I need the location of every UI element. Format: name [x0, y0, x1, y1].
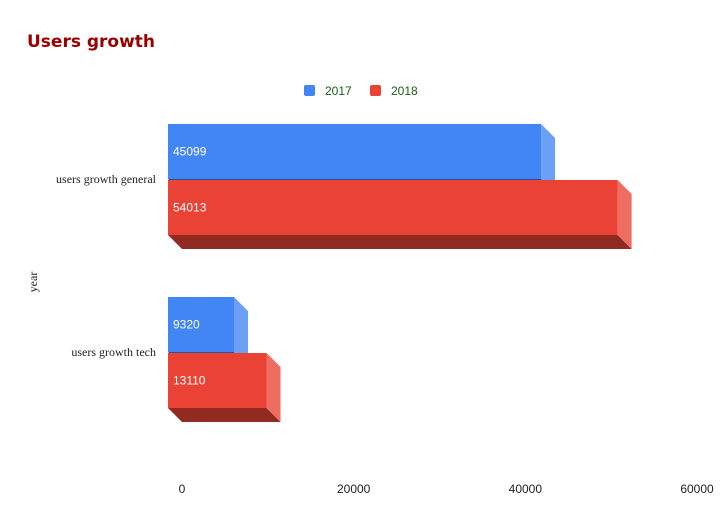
data-label: 45099	[173, 145, 207, 159]
x-tick-label: 40000	[509, 482, 543, 496]
bar-front-face	[168, 297, 234, 352]
legend-swatch-2018	[370, 85, 381, 96]
bar-side-face	[266, 353, 281, 422]
bar-side-face	[541, 124, 556, 193]
bar-front-face	[168, 180, 618, 235]
bar-front-face	[168, 124, 542, 179]
bar-side-face	[617, 180, 632, 249]
data-label: 9320	[173, 318, 200, 332]
bar-2018-1: 13110	[168, 353, 281, 422]
legend: 2017 2018	[304, 84, 418, 98]
data-label: 54013	[173, 201, 207, 215]
y-axis-title: year	[26, 272, 40, 293]
category-label: users growth tech	[71, 345, 156, 359]
bar-side-face	[233, 297, 248, 366]
bar-bottom-face	[168, 408, 281, 422]
category-label: users growth general	[56, 172, 157, 186]
bars: 45099 54013 9320 13110	[168, 124, 632, 422]
x-axis-ticks: 0 20000 40000 60000	[179, 482, 714, 496]
legend-label-2017: 2017	[325, 84, 352, 98]
category-labels: users growth general users growth tech	[56, 172, 157, 359]
bar-bottom-face	[168, 235, 632, 249]
x-tick-label: 60000	[680, 482, 714, 496]
chart-title: Users growth	[27, 32, 155, 52]
legend-label-2018: 2018	[391, 84, 418, 98]
legend-swatch-2017	[304, 85, 315, 96]
x-tick-label: 20000	[337, 482, 371, 496]
bar-front-face	[168, 353, 267, 408]
data-label: 13110	[173, 374, 206, 388]
bar-2018-0: 54013	[168, 180, 632, 249]
x-tick-label: 0	[179, 482, 186, 496]
